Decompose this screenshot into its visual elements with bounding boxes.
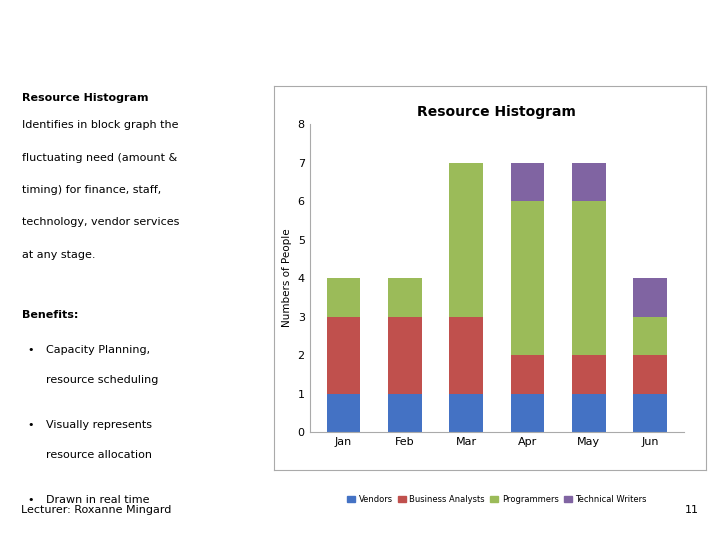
Bar xyxy=(327,316,360,394)
Text: Visually represents: Visually represents xyxy=(45,420,151,430)
Bar xyxy=(572,201,606,355)
Text: resource allocation: resource allocation xyxy=(45,450,151,460)
Text: •: • xyxy=(27,420,34,430)
Bar xyxy=(449,316,483,394)
Bar xyxy=(572,394,606,432)
Text: Resource Histogram: Resource Histogram xyxy=(22,93,148,103)
Text: technology, vendor services: technology, vendor services xyxy=(22,218,179,227)
Bar xyxy=(634,355,667,394)
Bar xyxy=(388,316,422,394)
Text: Lecturer: Roxanne Mingard: Lecturer: Roxanne Mingard xyxy=(22,505,171,515)
Bar xyxy=(388,394,422,432)
Bar xyxy=(510,355,544,394)
Bar xyxy=(510,201,544,355)
Bar xyxy=(634,394,667,432)
Bar xyxy=(572,355,606,394)
Bar xyxy=(388,278,422,316)
Bar xyxy=(510,394,544,432)
Bar xyxy=(634,278,667,316)
Text: Drawn in real time: Drawn in real time xyxy=(45,495,149,505)
Text: •: • xyxy=(27,345,34,355)
Bar xyxy=(449,163,483,316)
Text: Planning For Resources: Planning For Resources xyxy=(239,26,481,46)
Text: 11: 11 xyxy=(685,505,698,515)
Title: Resource Histogram: Resource Histogram xyxy=(418,105,576,119)
Text: resource scheduling: resource scheduling xyxy=(45,375,158,384)
Bar xyxy=(449,394,483,432)
Bar xyxy=(634,316,667,355)
Text: timing) for finance, staff,: timing) for finance, staff, xyxy=(22,185,161,195)
Bar xyxy=(327,394,360,432)
Y-axis label: Numbers of People: Numbers of People xyxy=(282,229,292,327)
Text: •: • xyxy=(27,495,34,505)
Bar xyxy=(510,163,544,201)
Legend: Vendors, Business Analysts, Programmers, Technical Writers: Vendors, Business Analysts, Programmers,… xyxy=(343,491,650,507)
Text: fluctuating need (amount &: fluctuating need (amount & xyxy=(22,153,177,163)
Bar xyxy=(327,278,360,316)
Text: at any stage.: at any stage. xyxy=(22,249,96,260)
Text: Capacity Planning,: Capacity Planning, xyxy=(45,345,150,355)
Text: Identifies in block graph the: Identifies in block graph the xyxy=(22,120,179,131)
Bar xyxy=(572,163,606,201)
Text: Benefits:: Benefits: xyxy=(22,309,78,320)
